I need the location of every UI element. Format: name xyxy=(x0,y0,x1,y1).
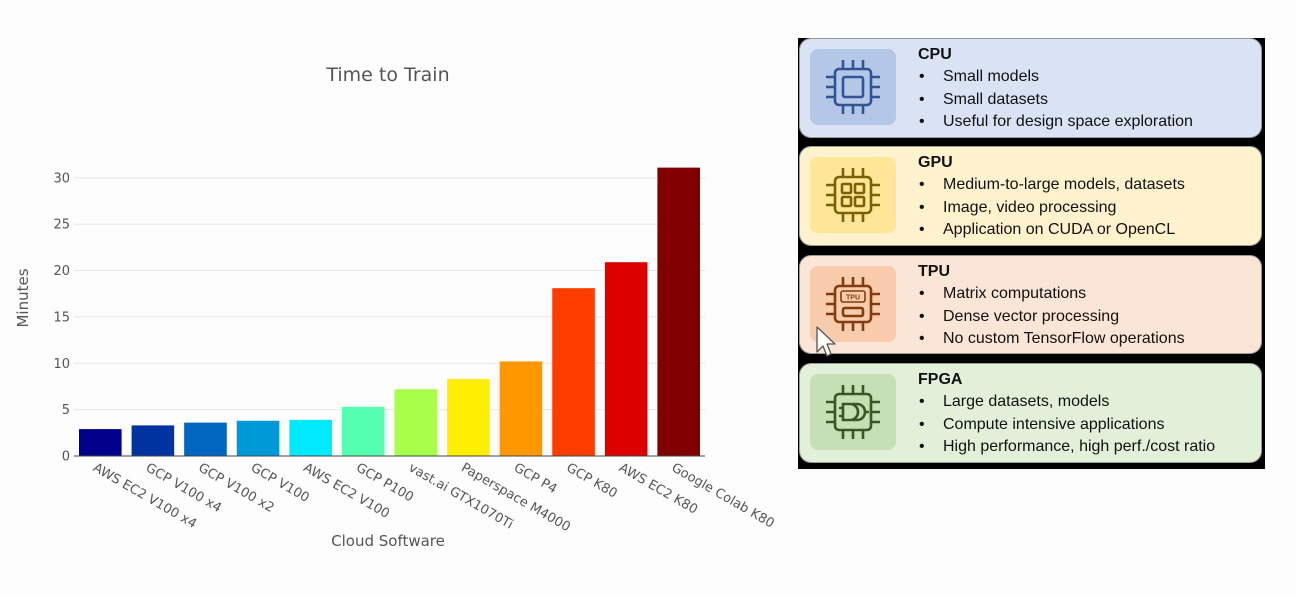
bar xyxy=(184,422,227,456)
mouse-pointer-icon xyxy=(816,326,836,357)
tpu-icon-box: TPU xyxy=(810,266,896,342)
tpu-list: Matrix computations Dense vector process… xyxy=(918,283,1257,351)
y-tick-label: 0 xyxy=(62,450,70,465)
bar xyxy=(447,379,490,456)
y-axis-title: Minutes xyxy=(14,268,32,327)
gpu-card-body: GPU Medium-to-large models, datasets Ima… xyxy=(918,153,1257,242)
bar xyxy=(499,361,543,456)
chart-svg: Time to Train 0 5 10 15 20 25 30 AWS EC2 V100 … xyxy=(14,64,777,550)
fpga-card-body: FPGA Large datasets, models Compute inte… xyxy=(918,370,1257,459)
tpu-card: TPU TPU Matrix computations Dense vector… xyxy=(799,255,1262,354)
y-tick-labels: 0 5 10 15 20 25 30 xyxy=(53,171,70,464)
cpu-card: CPU Small models Small datasets Useful f… xyxy=(799,38,1262,138)
bar xyxy=(394,389,438,456)
cpu-chip-icon xyxy=(826,60,880,114)
cpu-card-body: CPU Small models Small datasets Useful f… xyxy=(918,45,1257,134)
list-item: Useful for design space exploration xyxy=(918,111,1257,134)
bars xyxy=(78,167,701,457)
tpu-title: TPU xyxy=(918,263,950,280)
x-tick-label: GCP K80 xyxy=(564,460,620,501)
y-tick-label: 5 xyxy=(62,403,70,418)
fpga-list: Large datasets, models Compute intensive… xyxy=(918,391,1257,459)
list-item: Small models xyxy=(918,66,1257,89)
time-to-train-chart: Time to Train 0 5 10 15 20 25 30 AWS EC2 V100 … xyxy=(14,64,777,550)
tpu-icon-text: TPU xyxy=(846,295,860,302)
y-tick-label: 20 xyxy=(53,264,70,279)
processor-comparison-panel: CPU Small models Small datasets Useful f… xyxy=(798,38,1265,469)
fpga-card: FPGA Large datasets, models Compute inte… xyxy=(799,363,1262,463)
list-item: No custom TensorFlow operations xyxy=(918,328,1257,351)
list-item: Compute intensive applications xyxy=(918,414,1257,437)
grid-lines xyxy=(74,177,705,411)
y-tick-label: 10 xyxy=(53,357,70,372)
list-item: Matrix computations xyxy=(918,283,1257,306)
fpga-icon-box xyxy=(810,374,896,450)
chart-title: Time to Train xyxy=(325,64,449,86)
list-item: Application on CUDA or OpenCL xyxy=(918,219,1257,242)
gpu-card: GPU Medium-to-large models, datasets Ima… xyxy=(799,146,1262,246)
fpga-title: FPGA xyxy=(918,371,963,388)
gpu-chip-icon xyxy=(826,168,880,222)
x-axis-title: Cloud Software xyxy=(331,532,445,550)
list-item: Large datasets, models xyxy=(918,391,1257,414)
list-item: Dense vector processing xyxy=(918,306,1257,329)
bar xyxy=(131,425,175,456)
y-tick-label: 15 xyxy=(53,310,70,325)
list-item: Image, video processing xyxy=(918,197,1257,220)
cpu-icon-box xyxy=(810,49,896,125)
bar xyxy=(236,420,280,456)
bar xyxy=(604,262,648,456)
tpu-chip-icon: TPU xyxy=(826,277,880,331)
bar xyxy=(341,406,385,456)
bar xyxy=(657,167,701,457)
list-item: Small datasets xyxy=(918,89,1257,112)
list-item: Medium-to-large models, datasets xyxy=(918,174,1257,197)
gpu-title: GPU xyxy=(918,154,953,171)
tpu-card-body: TPU Matrix computations Dense vector pro… xyxy=(918,262,1257,351)
bar xyxy=(78,429,122,456)
gpu-list: Medium-to-large models, datasets Image, … xyxy=(918,174,1257,242)
gpu-icon-box xyxy=(810,157,896,233)
cpu-title: CPU xyxy=(918,46,952,63)
bar xyxy=(289,419,332,456)
cpu-list: Small models Small datasets Useful for d… xyxy=(918,66,1257,134)
fpga-chip-icon xyxy=(826,385,880,439)
y-tick-label: 30 xyxy=(53,171,70,186)
list-item: High performance, high perf./cost ratio xyxy=(918,436,1257,459)
bar xyxy=(552,288,595,456)
y-tick-label: 25 xyxy=(53,218,70,233)
